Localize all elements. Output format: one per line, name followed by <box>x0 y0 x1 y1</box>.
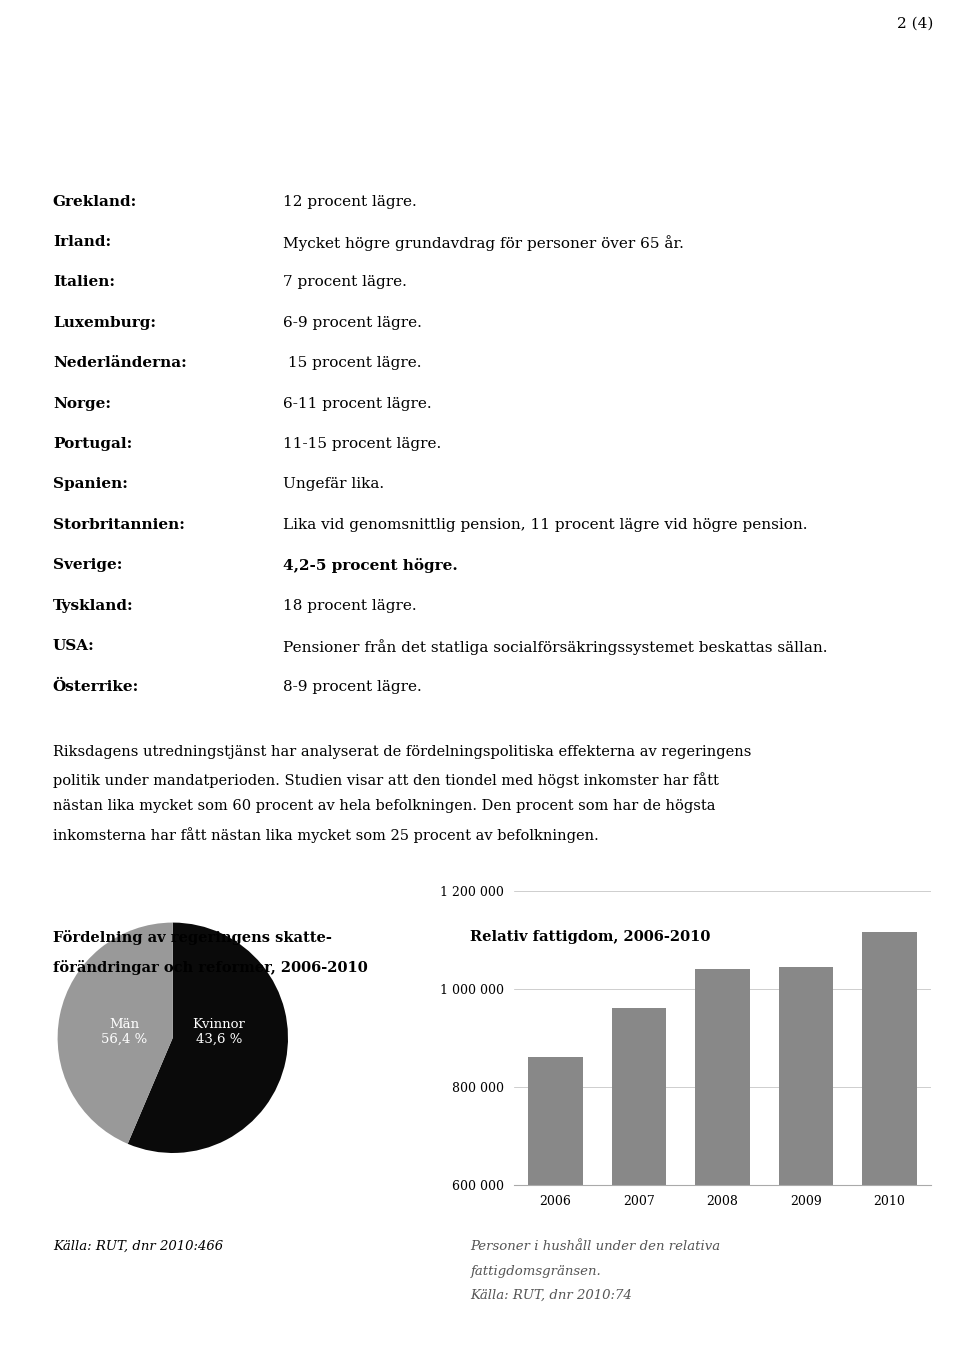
Text: Pensioner från det statliga socialförsäkringssystemet beskattas sällan.: Pensioner från det statliga socialförsäk… <box>283 638 828 655</box>
Bar <box>695 969 750 1370</box>
Text: politik under mandatperioden. Studien visar att den tiondel med högst inkomster : politik under mandatperioden. Studien vi… <box>53 773 719 788</box>
Text: Norge:: Norge: <box>53 397 110 411</box>
Text: 4,2-5 procent högre.: 4,2-5 procent högre. <box>283 559 458 573</box>
Wedge shape <box>58 922 173 1144</box>
Text: Källa: RUT, dnr 2010:74: Källa: RUT, dnr 2010:74 <box>470 1289 632 1301</box>
Text: 6-9 procent lägre.: 6-9 procent lägre. <box>283 316 422 330</box>
Text: 7 procent lägre.: 7 procent lägre. <box>283 275 407 289</box>
Text: Källa: RUT, dnr 2010:466: Källa: RUT, dnr 2010:466 <box>53 1240 223 1252</box>
Text: fattigdomsgränsen.: fattigdomsgränsen. <box>470 1265 601 1277</box>
Bar <box>862 932 917 1370</box>
Text: Män
56,4 %: Män 56,4 % <box>102 1018 148 1047</box>
Bar <box>528 1058 583 1370</box>
Text: Lika vid genomsnittlig pension, 11 procent lägre vid högre pension.: Lika vid genomsnittlig pension, 11 proce… <box>283 518 807 532</box>
Text: Storbritannien:: Storbritannien: <box>53 518 184 532</box>
Text: USA:: USA: <box>53 638 94 653</box>
Text: 2 (4): 2 (4) <box>897 16 933 30</box>
Wedge shape <box>128 922 288 1154</box>
Bar <box>612 1008 666 1370</box>
Text: Portugal:: Portugal: <box>53 437 132 451</box>
Text: 15 procent lägre.: 15 procent lägre. <box>283 356 421 370</box>
Bar <box>779 967 833 1370</box>
Text: Österrike:: Österrike: <box>53 680 139 693</box>
Text: Grekland:: Grekland: <box>53 195 137 208</box>
Text: Luxemburg:: Luxemburg: <box>53 316 156 330</box>
Text: Irland:: Irland: <box>53 236 111 249</box>
Text: 8-9 procent lägre.: 8-9 procent lägre. <box>283 680 422 693</box>
Text: Nederländerna:: Nederländerna: <box>53 356 186 370</box>
Text: Spanien:: Spanien: <box>53 478 128 492</box>
Text: inkomsterna har fått nästan lika mycket som 25 procent av befolkningen.: inkomsterna har fått nästan lika mycket … <box>53 826 598 843</box>
Text: 12 procent lägre.: 12 procent lägre. <box>283 195 417 208</box>
Text: Sverige:: Sverige: <box>53 559 122 573</box>
Text: 6-11 procent lägre.: 6-11 procent lägre. <box>283 397 432 411</box>
Text: Fördelning av regeringens skatte-: Fördelning av regeringens skatte- <box>53 930 331 944</box>
Text: Italien:: Italien: <box>53 275 115 289</box>
Text: 18 procent lägre.: 18 procent lägre. <box>283 599 417 612</box>
Text: nästan lika mycket som 60 procent av hela befolkningen. Den procent som har de h: nästan lika mycket som 60 procent av hel… <box>53 800 715 814</box>
Text: 11-15 procent lägre.: 11-15 procent lägre. <box>283 437 442 451</box>
Text: Ungefär lika.: Ungefär lika. <box>283 478 384 492</box>
Text: Riksdagens utredningstjänst har analyserat de fördelningspolitiska effekterna av: Riksdagens utredningstjänst har analyser… <box>53 745 751 759</box>
Text: Tyskland:: Tyskland: <box>53 599 133 612</box>
Text: Relativ fattigdom, 2006-2010: Relativ fattigdom, 2006-2010 <box>470 930 710 944</box>
Text: Personer i hushåll under den relativa: Personer i hushåll under den relativa <box>470 1240 721 1252</box>
Text: förändringar och reformer, 2006-2010: förändringar och reformer, 2006-2010 <box>53 959 368 974</box>
Text: Kvinnor
43,6 %: Kvinnor 43,6 % <box>192 1018 246 1047</box>
Text: Mycket högre grundavdrag för personer över 65 år.: Mycket högre grundavdrag för personer öv… <box>283 236 684 251</box>
